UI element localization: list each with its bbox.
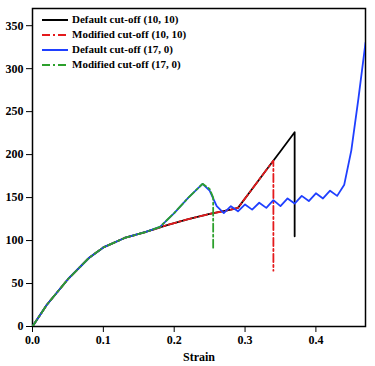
svg-text:0.1: 0.1	[96, 333, 111, 347]
svg-text:0.3: 0.3	[238, 333, 253, 347]
html-text:Default cut-off (10, 10): Default cut-off (10, 10)	[72, 13, 179, 25]
svg-text:200: 200	[6, 147, 24, 161]
svg-text:0: 0	[18, 319, 24, 333]
html-text:Default cut-off (17, 0): Default cut-off (17, 0)	[72, 43, 173, 55]
svg-text:Strain: Strain	[183, 350, 215, 364]
svg-text:0.4: 0.4	[308, 333, 323, 347]
svg-text:300: 300	[6, 62, 24, 76]
svg-text:150: 150	[6, 190, 24, 204]
html-text:Modified cut-off (10, 10): Modified cut-off (10, 10)	[72, 28, 187, 40]
svg-text:250: 250	[6, 104, 24, 118]
svg-text:50: 50	[12, 276, 24, 290]
html-text:Modified cut-off (17, 0): Modified cut-off (17, 0)	[72, 58, 181, 70]
svg-text:100: 100	[6, 233, 24, 247]
svg-text:0.0: 0.0	[25, 333, 40, 347]
svg-text:0.2: 0.2	[167, 333, 182, 347]
svg-text:350: 350	[6, 19, 24, 33]
